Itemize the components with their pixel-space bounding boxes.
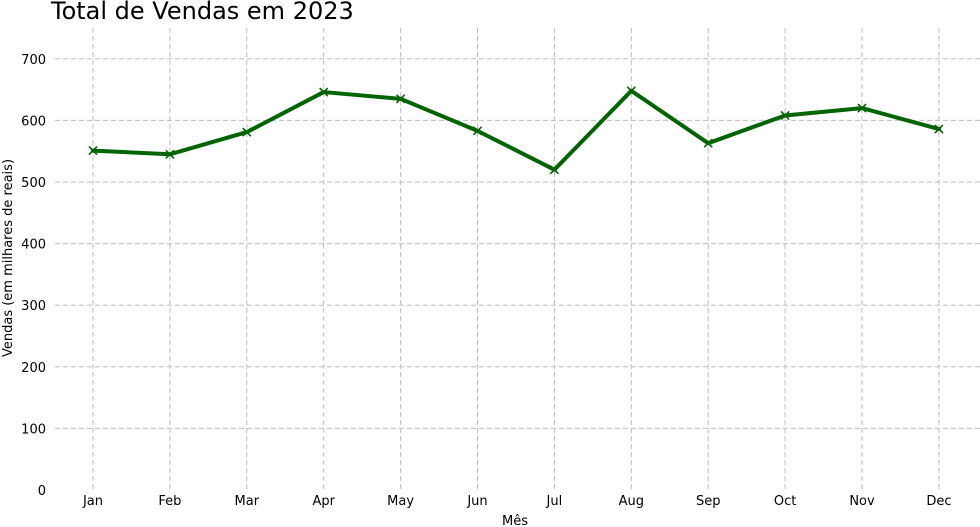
- x-tick-label: Nov: [849, 494, 875, 509]
- y-tick-label: 100: [21, 422, 46, 437]
- x-axis-ticks: Jan Feb Mar Apr May Jun Jul Aug Sep Oct Nov Dec: [82, 494, 952, 509]
- x-tick-label: Sep: [696, 494, 721, 509]
- x-tick-label: May: [387, 494, 414, 509]
- data-point-marker: [473, 126, 482, 136]
- x-tick-label: Aug: [619, 494, 644, 509]
- data-point-marker: [934, 124, 944, 134]
- x-tick-label: Jan: [82, 494, 103, 509]
- data-point-marker: [88, 146, 98, 155]
- y-tick-label: 200: [21, 361, 46, 376]
- data-point-marker: [319, 87, 329, 97]
- data-point-marker: [857, 103, 867, 113]
- data-point-marker: [396, 94, 406, 104]
- data-point-marker: [626, 86, 636, 96]
- y-axis-ticks: 0 100 200 300 400 500 600 700: [21, 53, 46, 499]
- x-tick-label: Dec: [926, 494, 951, 509]
- x-tick-label: Feb: [158, 494, 181, 509]
- series-line: [91, 88, 941, 172]
- y-tick-label: 0: [38, 484, 46, 499]
- y-tick-label: 300: [21, 299, 46, 314]
- data-point-marker: [242, 127, 252, 137]
- data-point-marker: [549, 165, 559, 175]
- data-point-marker: [703, 138, 713, 148]
- y-tick-label: 700: [21, 53, 46, 68]
- x-tick-label: Jun: [466, 494, 487, 509]
- chart-title: Total de Vendas em 2023: [50, 0, 354, 25]
- y-tick-label: 600: [21, 114, 46, 129]
- x-tick-label: Jul: [546, 494, 563, 509]
- y-tick-label: 500: [21, 176, 46, 191]
- x-tick-label: Mar: [235, 494, 260, 509]
- x-tick-label: Oct: [774, 494, 796, 509]
- y-axis-label: Vendas (em milhares de reais): [1, 159, 16, 357]
- x-tick-label: Apr: [312, 494, 335, 509]
- data-point-marker: [780, 111, 790, 120]
- grid: [55, 28, 980, 490]
- data-point-marker: [165, 149, 175, 159]
- y-tick-label: 400: [21, 238, 46, 253]
- series-layer: [88, 86, 944, 175]
- x-axis-label: Mês: [502, 514, 528, 527]
